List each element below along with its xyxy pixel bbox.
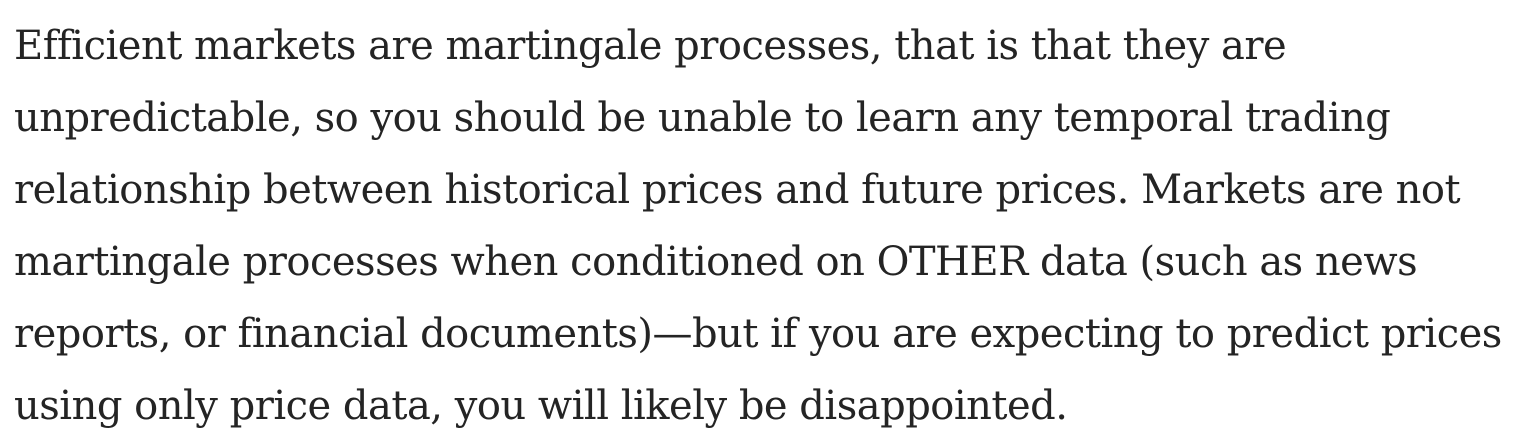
paragraph-line: Efficient markets are martingale process… (14, 23, 1287, 69)
paragraph-line: unpredictable, so you should be unable t… (14, 95, 1391, 141)
paragraph-line: using only price data, you will likely b… (14, 383, 1068, 429)
paragraph-line: martingale processes when conditioned on… (14, 239, 1418, 285)
article-paragraph: Efficient markets are martingale process… (14, 10, 1524, 442)
paragraph-line: relationship between historical prices a… (14, 167, 1461, 213)
paragraph-line: reports, or financial documents)—but if … (14, 311, 1502, 357)
